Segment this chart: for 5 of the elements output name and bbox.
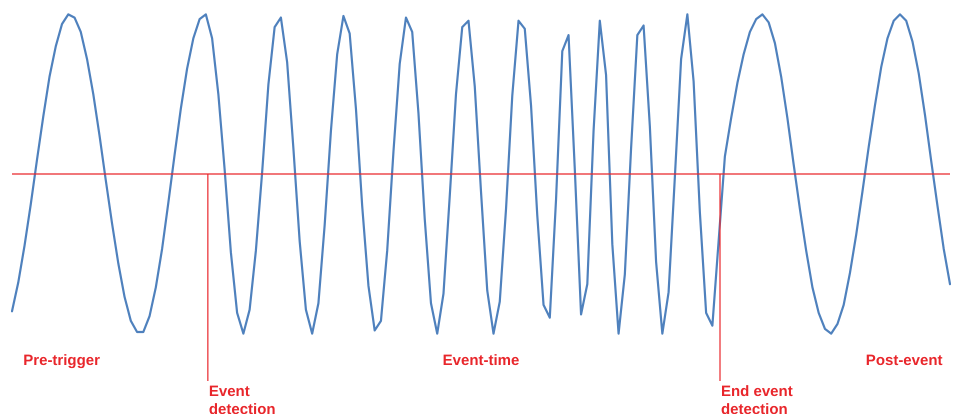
text: Post-event [866,352,942,369]
text: Pre-trigger [23,352,100,369]
text: Event detection [208,383,276,414]
text: Event-time [442,352,520,369]
text: End event detection [721,383,793,414]
